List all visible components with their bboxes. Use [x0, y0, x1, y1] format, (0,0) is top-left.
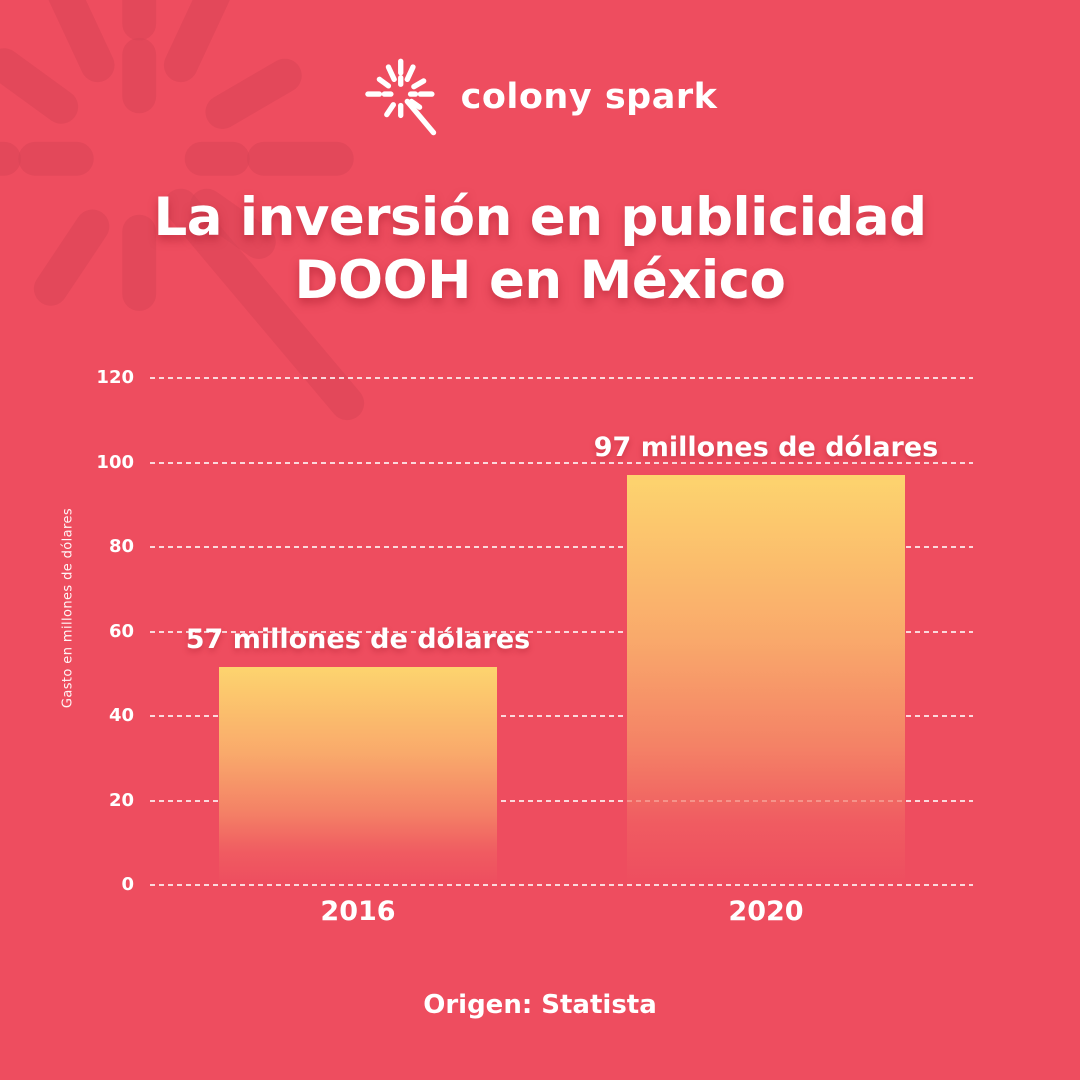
bar-2020 [627, 475, 905, 885]
x-tick-label-2020: 2020 [728, 896, 804, 927]
gridline-100 [150, 461, 973, 464]
y-tick-label-60: 60 [108, 620, 134, 642]
gridline-20 [150, 799, 973, 802]
brand-name: colony spark [460, 77, 718, 117]
y-tick-label-40: 40 [108, 705, 134, 726]
gridline-0 [150, 884, 973, 886]
gridline-120 [150, 377, 973, 379]
spark-logo-icon [364, 58, 436, 136]
bar-2016 [219, 667, 497, 885]
page-title-line2: DOOH en México [294, 250, 786, 311]
gridline-40 [150, 715, 973, 717]
source-credit: Origen: Statista [423, 990, 657, 1020]
bar-value-label-2016: 57 millones de dólares [185, 624, 531, 656]
y-tick-label-120: 120 [96, 367, 134, 388]
y-tick-label-100: 100 [96, 451, 134, 473]
y-tick-label-80: 80 [108, 536, 134, 557]
gridline-60 [150, 630, 973, 633]
x-tick-label-2016: 2016 [320, 896, 396, 927]
page-title-line1: La inversión en publicidad [153, 187, 927, 248]
gridline-80 [150, 546, 973, 548]
y-tick-label-0: 0 [121, 874, 134, 895]
bar-value-label-2020: 97 millones de dólares [593, 432, 939, 464]
y-tick-label-20: 20 [108, 789, 134, 811]
brand-logo: colony spark [0, 58, 1080, 140]
page-title: La inversión en publicidad DOOH en Méxic… [0, 186, 1080, 312]
